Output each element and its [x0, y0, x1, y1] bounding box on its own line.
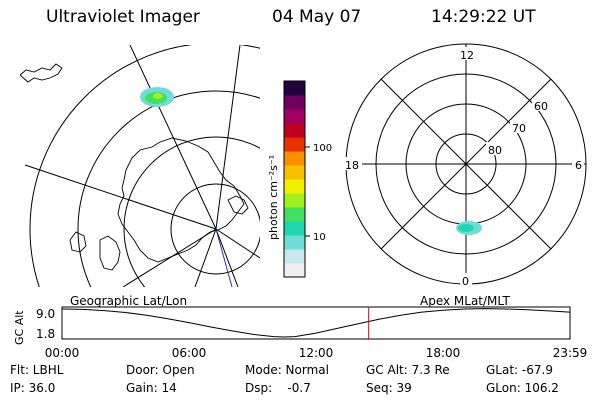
- altitude-ylabel: GC Alt: [13, 310, 26, 345]
- geo-latlon-label: Geographic Lat/Lon: [70, 294, 187, 308]
- altitude-plot: [61, 307, 570, 339]
- glat-info: GLat: -67.9: [486, 363, 553, 377]
- colorbar-segment: [284, 249, 305, 264]
- mlt-label-6: 6: [575, 159, 582, 172]
- x-tick-label: 18:00: [426, 346, 461, 360]
- gc-alt-info: GC Alt: 7.3 Re: [366, 363, 450, 377]
- colorbar-segment: [284, 235, 305, 250]
- meridian-line: [122, 228, 217, 287]
- altitude-series-line: [61, 308, 570, 338]
- gain-info: Gain: 14: [126, 381, 177, 395]
- colorbar-segment: [284, 193, 305, 208]
- colorbar-segment: [284, 263, 305, 278]
- colorbar-segment: [284, 137, 305, 152]
- x-tick-label: 00:00: [45, 346, 80, 360]
- coastline: [99, 235, 121, 271]
- ip-info: IP: 36.0: [10, 381, 56, 395]
- lat-circle: [29, 45, 260, 287]
- colorbar-segment: [284, 95, 305, 110]
- colorbar-segment: [284, 109, 305, 124]
- coastline: [20, 63, 63, 83]
- lat-circle: [123, 136, 260, 287]
- colorbar-ticks: [305, 146, 310, 237]
- x-tick-label: 06:00: [172, 346, 207, 360]
- meridian-line: [194, 228, 217, 287]
- mlt-label-0: 0: [462, 275, 469, 288]
- polar-aurora-blob: [456, 221, 482, 235]
- x-tick-labels: 00:00 06:00 12:00 18:00 23:59: [45, 346, 588, 360]
- colorbar-tick-100: 100: [313, 143, 332, 154]
- time-label: 14:29:22 UT: [431, 7, 536, 27]
- altitude-plot-frame: [61, 306, 571, 340]
- meridian-line: [24, 164, 217, 230]
- lat-label-80: 80: [488, 144, 502, 157]
- apex-mlat-mlt-label: Apex MLat/MLT: [420, 294, 510, 308]
- colorbar-unit-label: photon cm⁻²s⁻¹: [267, 155, 280, 240]
- dsp-info: Dsp: -0.7: [245, 381, 311, 395]
- date-label: 04 May 07: [272, 7, 362, 27]
- seq-info: Seq: 39: [366, 381, 412, 395]
- coastline: [117, 137, 245, 263]
- lat-circle: [170, 183, 260, 275]
- door-info: Door: Open: [126, 363, 195, 377]
- y-tick-label-bottom: 1.8: [36, 327, 55, 341]
- meridian-line: [215, 228, 239, 287]
- colorbar-segment: [284, 151, 305, 166]
- meridian-line: [215, 45, 241, 230]
- mlt-label-18: 18: [345, 159, 359, 172]
- colorbar-tick-10: 10: [313, 232, 326, 243]
- lat-label-70: 70: [512, 122, 526, 135]
- mode-info: Mode: Normal: [245, 363, 329, 377]
- colorbar: [284, 81, 305, 278]
- polar-plot: [345, 43, 587, 285]
- instrument-title: Ultraviolet Imager: [46, 7, 200, 27]
- lat-circle: [77, 90, 260, 287]
- coastline: [227, 195, 249, 215]
- colorbar-frame: [283, 80, 306, 278]
- x-tick-label: 23:59: [553, 346, 588, 360]
- mlt-label-12: 12: [460, 49, 474, 62]
- colorbar-segment: [284, 165, 305, 180]
- lat-label-60: 60: [534, 100, 548, 113]
- glon-info: GLon: 106.2: [486, 381, 559, 395]
- filter-info: Flt: LBHL: [10, 363, 64, 377]
- geographic-map: [20, 45, 260, 287]
- y-tick-label-top: 9.0: [36, 307, 55, 321]
- colorbar-segment: [284, 221, 305, 236]
- colorbar-segment: [284, 179, 305, 194]
- colorbar-segment: [284, 207, 305, 222]
- meridian-line: [215, 228, 260, 259]
- mlt-diag-line: [380, 78, 552, 250]
- coastline: [69, 231, 87, 253]
- x-tick-label: 12:00: [299, 346, 334, 360]
- colorbar-segment: [284, 81, 305, 96]
- orbit-track-line: [215, 228, 233, 287]
- colorbar-segment: [284, 123, 305, 138]
- meridian-line: [129, 45, 217, 230]
- aurora-blob: [140, 87, 174, 107]
